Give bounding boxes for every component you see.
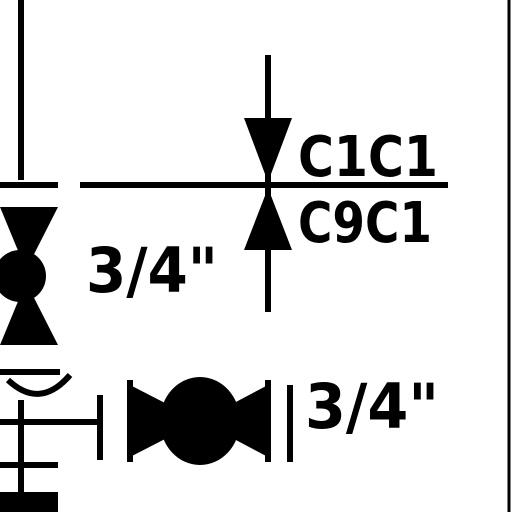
- valve-size-right-label: 3/4": [305, 370, 439, 443]
- left-flange-arc: [5, 372, 73, 397]
- check-valve-symbol: [244, 118, 292, 250]
- ball-valve-symbol: [127, 377, 271, 465]
- line-code-top-label: C1C1: [298, 125, 438, 190]
- line-code-bottom-label: C9C1: [298, 191, 432, 256]
- ball-valve-partial-symbol: [0, 207, 58, 345]
- left-bottom-block: [0, 492, 58, 512]
- valve-size-left-label: 3/4": [86, 234, 218, 307]
